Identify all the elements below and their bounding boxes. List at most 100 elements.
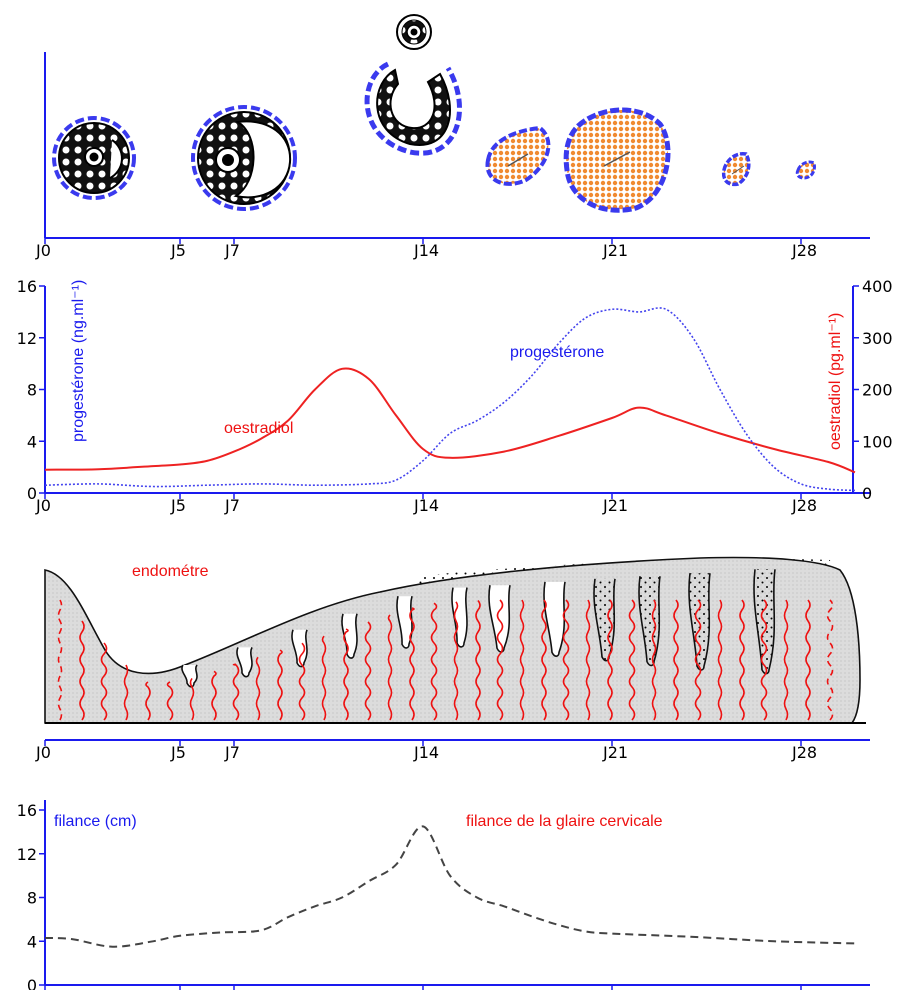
mucus-y-label: filance (cm) (54, 813, 137, 830)
corpus-luteum-mature (563, 107, 671, 213)
spiral-artery (277, 649, 283, 721)
x-tick-label: J21 (602, 988, 628, 990)
right-tick-label: 200 (862, 381, 893, 400)
spiral-artery (364, 621, 372, 721)
hormone-panel: 0 4 8 12 16 0 100 200 300 400 J0 J5 J7 J14 J21 J28 pr… (17, 277, 893, 515)
x-tick-label: J14 (413, 988, 439, 990)
endometrium-spiral-arteries (57, 599, 834, 721)
oestradiol-annotation: oestradiol (224, 420, 293, 437)
corpus-luteum-early (485, 125, 551, 186)
spiral-artery (585, 599, 591, 721)
spiral-artery (739, 599, 745, 721)
x-tick-label: J28 (791, 241, 817, 260)
spiral-artery (211, 670, 217, 721)
x-tick-label: J7 (224, 241, 240, 260)
x-tick-label: J0 (35, 743, 51, 762)
x-tick-label: J0 (35, 241, 51, 260)
filance-series-line (44, 825, 856, 948)
spiral-artery (387, 614, 393, 721)
x-tick-label: J21 (602, 496, 628, 515)
spiral-artery (123, 664, 129, 721)
mucus-y-tick-label: 12 (17, 845, 37, 864)
spiral-artery (321, 635, 327, 721)
x-tick-label: J7 (224, 988, 240, 990)
spiral-artery (475, 599, 481, 721)
x-tick-label: J0 (35, 988, 51, 990)
endometrium-tissue (44, 556, 861, 724)
x-tick-label: J14 (413, 743, 439, 762)
corpus-albicans (795, 160, 816, 180)
spiral-artery (255, 656, 261, 721)
left-tick-label: 4 (27, 432, 37, 451)
oestradiol-axis-label: oestradiol (pg.ml⁻¹) (827, 313, 844, 450)
right-tick-label: 300 (862, 329, 893, 348)
oestradiol-series-line (44, 367, 856, 474)
follicle-stage-1 (52, 116, 136, 200)
hormone-right-ticks: 0 100 200 300 400 (853, 277, 893, 503)
mucus-y-tick-label: 8 (27, 889, 37, 908)
spiral-artery (805, 599, 811, 721)
hormone-left-ticks: 0 4 8 12 16 (17, 277, 45, 503)
left-tick-label: 0 (27, 484, 37, 503)
corpus-luteum-regressing (721, 151, 751, 187)
mucus-title: filance de la glaire cervicale (466, 813, 663, 830)
endometrial-gland (291, 629, 308, 668)
mucus-y-tick-label: 0 (27, 976, 37, 990)
spiral-artery (409, 607, 415, 721)
spiral-artery (673, 599, 679, 721)
endometrial-gland (593, 578, 616, 662)
spiral-artery (783, 599, 789, 721)
x-tick-label: J7 (224, 496, 240, 515)
spiral-artery (57, 599, 63, 721)
ovary-x-ticks: J0 J5 J7 J14 J21 J28 (35, 238, 817, 260)
progesterone-axis-label: progestérone (ng.ml⁻¹) (70, 280, 87, 442)
x-tick-label: J5 (170, 988, 186, 990)
spiral-artery (145, 681, 151, 721)
spiral-artery (453, 601, 459, 721)
endometrial-gland (341, 613, 358, 659)
x-tick-label: J5 (170, 743, 186, 762)
left-tick-label: 12 (17, 329, 37, 348)
spiral-artery (189, 677, 195, 721)
right-tick-label: 100 (862, 432, 893, 451)
spiral-artery (298, 642, 306, 721)
spiral-artery (541, 599, 547, 721)
progesterone-annotation: progestérone (510, 344, 604, 361)
endometrial-gland (396, 595, 413, 649)
spiral-artery (628, 599, 636, 721)
hormone-x-ticks: J0 J5 J7 J14 J21 J28 (35, 493, 817, 515)
spiral-artery (519, 599, 525, 721)
spiral-artery (651, 599, 657, 721)
spiral-artery (430, 602, 438, 721)
mucus-y-tick-label: 4 (27, 932, 37, 951)
spiral-artery (496, 599, 504, 721)
spiral-artery (100, 642, 108, 721)
right-tick-label: 0 (862, 484, 872, 503)
spiral-artery (826, 599, 834, 721)
spiral-artery (694, 599, 702, 721)
spiral-artery (760, 599, 768, 721)
x-tick-label: J14 (413, 496, 439, 515)
left-tick-label: 8 (27, 381, 37, 400)
left-tick-label: 16 (17, 277, 37, 296)
x-tick-label: J0 (35, 496, 51, 515)
spiral-artery (232, 663, 240, 721)
endometrium-label: endométre (132, 563, 209, 580)
mucus-y-ticks: 0 4 8 12 16 (17, 801, 45, 990)
follicle-stage-2 (191, 105, 297, 211)
x-tick-label: J28 (791, 496, 817, 515)
spiral-artery (717, 599, 723, 721)
spiral-artery (166, 681, 174, 721)
x-tick-label: J21 (602, 241, 628, 260)
x-tick-label: J7 (224, 743, 240, 762)
x-tick-label: J5 (170, 241, 186, 260)
mucus-panel: 0 4 8 12 16 J0 J5 J7 J14 J21 J28 filance (cm) fil… (17, 800, 870, 990)
endometrium-x-ticks: J0 J5 J7 J14 J21 J28 (35, 740, 817, 762)
spiral-artery (607, 599, 613, 721)
spiral-artery (79, 620, 85, 721)
endometrium-panel: J0 J5 J7 J14 J21 J28 endométre (35, 556, 870, 762)
ovulation-stage (364, 14, 462, 156)
x-tick-label: J28 (791, 743, 817, 762)
spiral-artery (343, 628, 349, 721)
